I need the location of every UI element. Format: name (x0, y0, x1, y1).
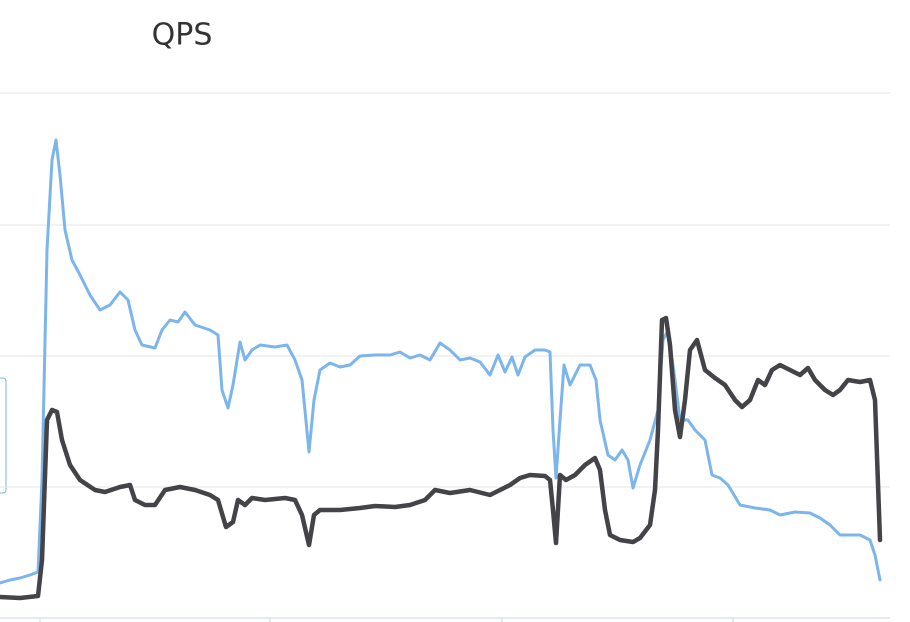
chart-title: QPS (152, 18, 213, 53)
series-line (0, 315, 883, 601)
series-line (0, 138, 882, 585)
tooltip-edge (0, 377, 7, 494)
